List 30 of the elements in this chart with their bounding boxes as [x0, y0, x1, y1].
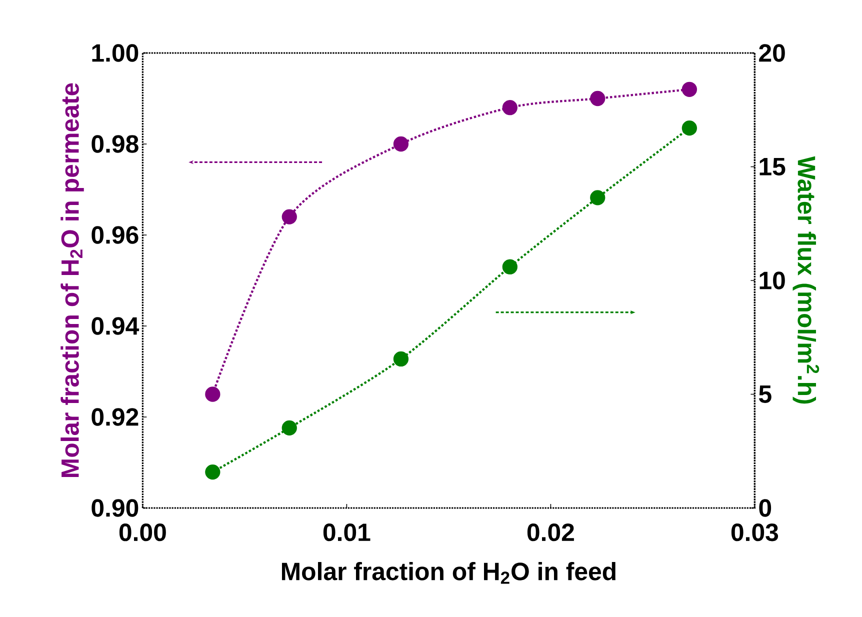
x-tick-label: 0.02 — [527, 524, 574, 542]
x-tick-label: 0.00 — [119, 524, 166, 542]
point — [682, 120, 697, 136]
y2-tick-label: 15 — [760, 158, 786, 176]
y-tick-label: 0.90 — [92, 499, 138, 517]
point — [590, 190, 606, 206]
y-tick-label: 0.98 — [92, 135, 138, 153]
point — [590, 90, 606, 106]
point — [205, 464, 220, 480]
point — [393, 136, 409, 152]
y-axis-title: Molar fraction of H$_{2}$O in permeate — [60, 83, 84, 477]
x-axis-title: Molar fraction of H$_{2}$O in feed — [282, 562, 616, 584]
point — [502, 259, 518, 274]
point — [682, 82, 697, 97]
y-tick-label: 0.92 — [92, 408, 138, 426]
y2-tick-label: 0 — [759, 499, 772, 517]
y2-axis-title: Water flux (mol/m$^{2}$.h) — [792, 156, 820, 404]
y-tick-label: 1.00 — [92, 44, 138, 62]
point — [282, 420, 297, 436]
y2-tick-label: 10 — [760, 272, 785, 290]
y-tick-label: 0.94 — [92, 317, 140, 335]
x-tick-label: 0.03 — [731, 524, 778, 542]
x-tick-label: 0.01 — [323, 524, 370, 542]
y2-tick-label: 20 — [759, 44, 785, 62]
y-tick-label: 0.96 — [92, 226, 138, 244]
point — [393, 351, 409, 367]
point — [282, 209, 297, 224]
point — [502, 100, 518, 116]
point — [205, 386, 220, 402]
y2-tick-label: 5 — [758, 386, 772, 403]
